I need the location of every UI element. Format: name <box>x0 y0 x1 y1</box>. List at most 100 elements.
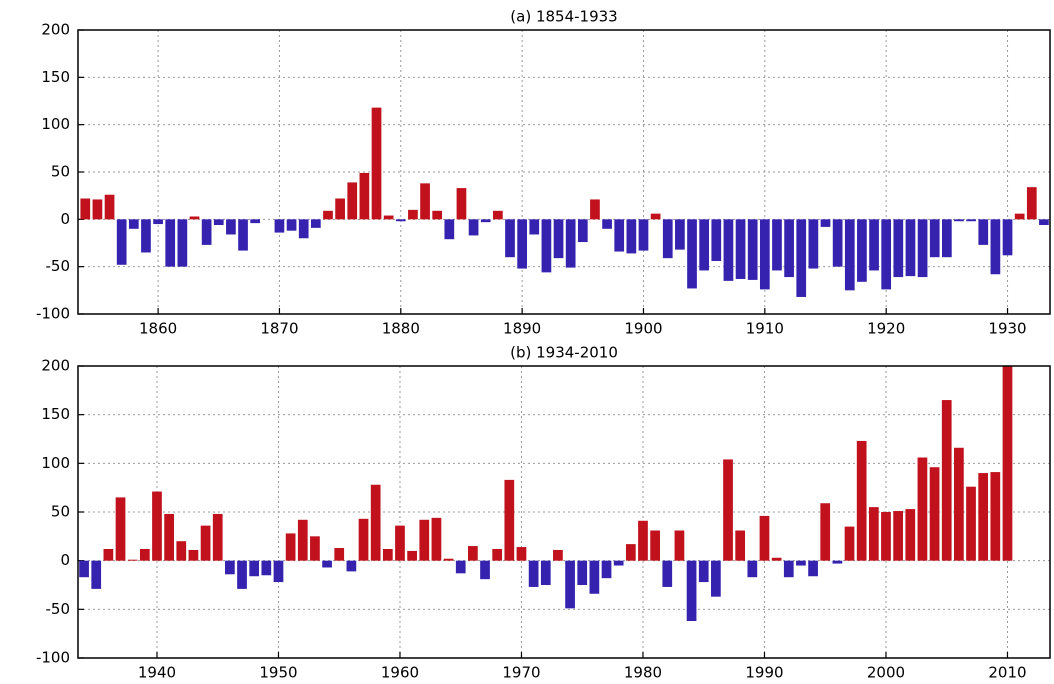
bar <box>189 216 200 220</box>
bar <box>128 219 139 229</box>
bar <box>407 550 417 561</box>
bar <box>626 219 637 254</box>
bar <box>201 219 212 245</box>
bar <box>553 219 564 259</box>
bar <box>698 560 709 583</box>
bar <box>468 219 479 236</box>
bar <box>250 219 261 224</box>
bar <box>225 560 235 575</box>
bar <box>444 219 455 240</box>
bar <box>127 559 138 561</box>
bar <box>590 199 600 220</box>
bar <box>954 447 964 561</box>
bar <box>346 560 357 572</box>
bar <box>322 560 332 568</box>
bar <box>565 219 576 268</box>
y-tick-label: 50 <box>51 503 70 521</box>
bar <box>420 183 430 220</box>
bar <box>978 219 989 245</box>
bar <box>103 548 114 561</box>
y-tick-label: -100 <box>36 305 70 323</box>
bar <box>796 219 807 297</box>
bar <box>577 560 588 585</box>
bar <box>990 472 1001 561</box>
bar <box>480 560 490 580</box>
bar <box>820 503 831 561</box>
bar <box>371 107 382 220</box>
bar <box>238 219 248 251</box>
bar <box>310 536 320 561</box>
bar <box>468 546 478 561</box>
bar <box>432 210 443 220</box>
bar <box>456 188 467 220</box>
bar <box>747 219 758 280</box>
bar <box>1026 187 1037 220</box>
bar <box>431 517 442 561</box>
x-tick-label: 1970 <box>502 664 540 682</box>
x-tick-label: 1880 <box>382 320 420 338</box>
x-tick-label: 1920 <box>867 320 905 338</box>
bar <box>285 533 296 561</box>
bar <box>747 560 758 578</box>
bar <box>297 519 308 561</box>
x-tick-label: 1930 <box>988 320 1026 338</box>
x-tick-label: 1860 <box>139 320 177 338</box>
bar <box>480 219 491 223</box>
bar <box>286 219 297 231</box>
bar <box>857 219 867 282</box>
bar <box>614 219 625 252</box>
x-tick-label: 1980 <box>624 664 662 682</box>
bar <box>650 213 661 220</box>
bar <box>274 219 285 233</box>
x-tick-label: 1960 <box>381 664 419 682</box>
bar <box>141 219 151 253</box>
bar <box>954 219 964 222</box>
bar <box>553 549 563 561</box>
bar <box>493 210 503 220</box>
bar <box>516 547 527 561</box>
bar <box>455 560 466 574</box>
bar <box>249 560 260 577</box>
bar <box>699 219 710 271</box>
bar <box>625 544 636 561</box>
bar <box>759 515 770 561</box>
bar <box>844 526 855 561</box>
bar <box>152 491 162 561</box>
bar <box>978 473 989 561</box>
plot-frame <box>77 365 1051 659</box>
bar <box>577 219 588 243</box>
bar <box>335 198 345 220</box>
y-tick-label: 200 <box>41 21 70 39</box>
bar <box>334 548 345 561</box>
bar <box>868 507 879 561</box>
y-tick-label: 100 <box>41 115 70 133</box>
bar <box>917 219 928 278</box>
y-tick-label: -100 <box>36 649 70 667</box>
bar <box>91 560 102 589</box>
bar <box>237 560 247 589</box>
bar <box>492 548 503 561</box>
bar <box>929 219 940 258</box>
bar <box>529 219 540 235</box>
bar <box>212 513 223 561</box>
bar <box>528 560 539 587</box>
y-tick-label: 150 <box>41 68 70 86</box>
bar <box>832 560 843 564</box>
y-tick-label: 150 <box>41 405 70 423</box>
bar <box>772 219 782 271</box>
bar <box>796 560 806 566</box>
bar <box>1002 219 1013 256</box>
bar <box>165 219 176 267</box>
bar <box>771 557 782 561</box>
bar <box>602 219 612 229</box>
bar <box>1039 219 1049 226</box>
bar <box>929 467 940 561</box>
y-tick-label: 0 <box>60 551 70 569</box>
bar <box>711 219 722 261</box>
y-tick-label: 50 <box>51 163 70 181</box>
x-tick-label: 1990 <box>745 664 783 682</box>
bar <box>674 530 685 561</box>
bar <box>905 219 916 277</box>
bar <box>1014 213 1025 220</box>
